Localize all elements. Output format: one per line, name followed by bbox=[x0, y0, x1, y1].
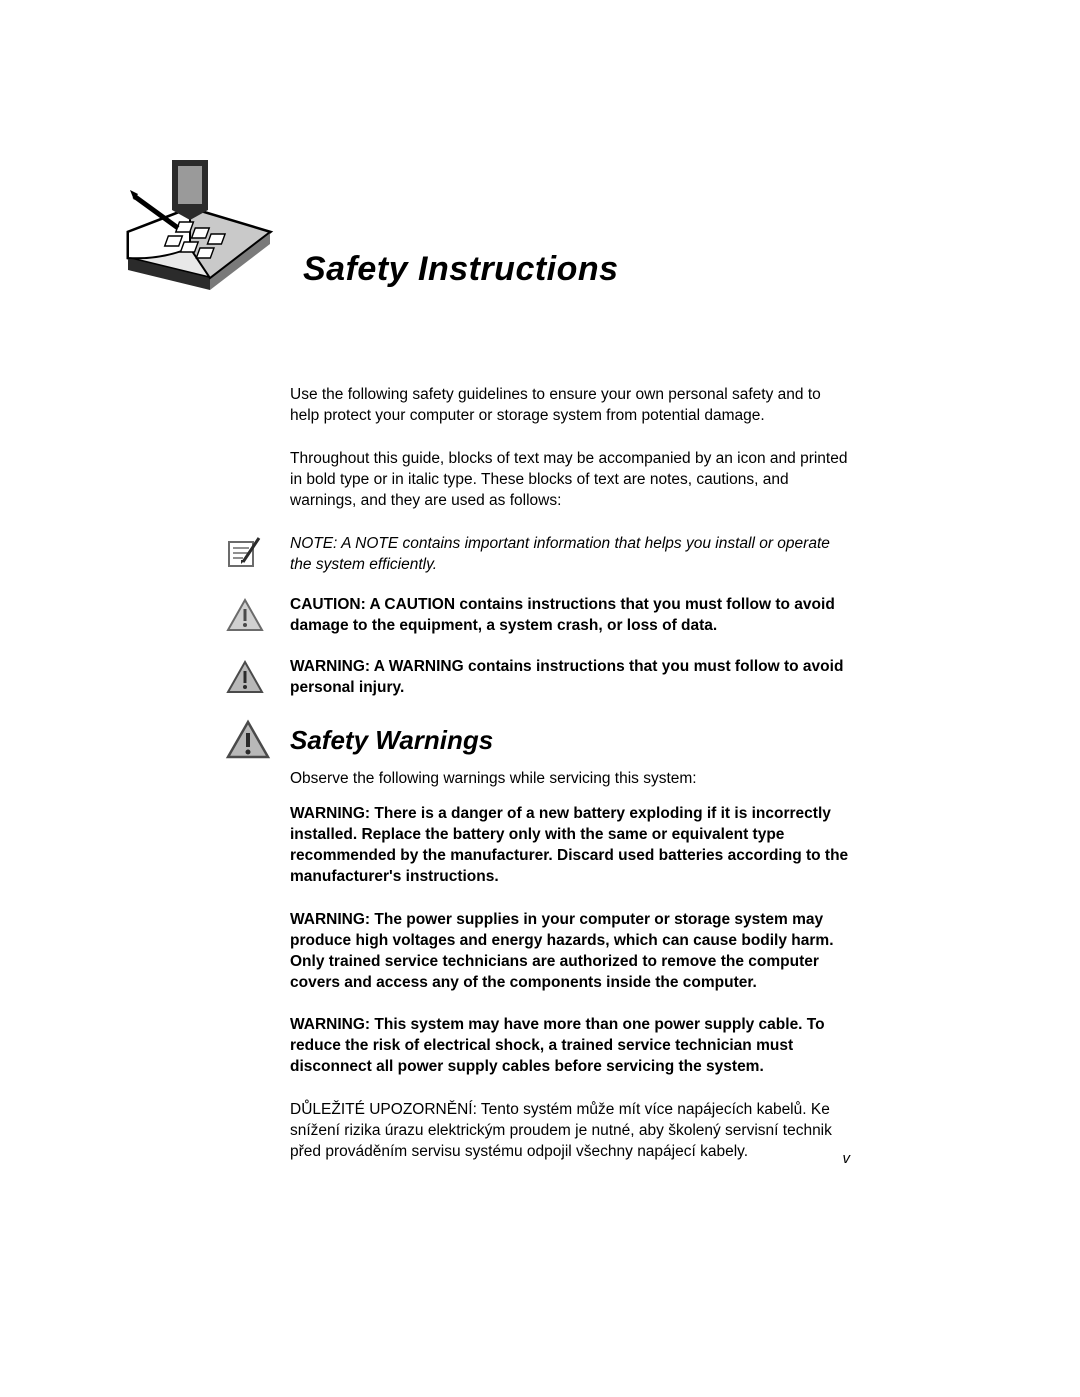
intro-paragraph-2: Throughout this guide, blocks of text ma… bbox=[290, 449, 850, 512]
safety-warnings-icon bbox=[225, 719, 290, 761]
czech-paragraph: DŮLEŽITÉ UPOZORNĚNÍ: Tento systém může m… bbox=[290, 1100, 850, 1163]
caution-icon bbox=[225, 595, 290, 633]
book-keyboard-icon bbox=[120, 160, 275, 295]
page-title: Safety Instructions bbox=[303, 250, 619, 289]
warning-1: WARNING: There is a danger of a new batt… bbox=[290, 804, 850, 888]
note-text: NOTE: A NOTE contains important informat… bbox=[290, 534, 850, 576]
observe-text: Observe the following warnings while ser… bbox=[290, 769, 850, 790]
warning-def-text: WARNING: A WARNING contains instructions… bbox=[290, 657, 850, 699]
subheading-row: Safety Warnings bbox=[290, 719, 850, 761]
warning-3: WARNING: This system may have more than … bbox=[290, 1015, 850, 1078]
intro-paragraph-1: Use the following safety guidelines to e… bbox=[290, 385, 850, 427]
subheading: Safety Warnings bbox=[290, 725, 493, 756]
book-keyboard-svg bbox=[120, 160, 275, 295]
document-page: Safety Instructions Use the following sa… bbox=[0, 0, 1080, 1397]
caution-row: CAUTION: A CAUTION contains instructions… bbox=[290, 595, 850, 637]
page-number: v bbox=[843, 1150, 851, 1167]
warning-def-row: WARNING: A WARNING contains instructions… bbox=[290, 657, 850, 699]
note-icon bbox=[225, 534, 290, 572]
content-column: Use the following safety guidelines to e… bbox=[290, 385, 850, 1163]
note-row: NOTE: A NOTE contains important informat… bbox=[290, 534, 850, 576]
warning-icon bbox=[225, 657, 290, 695]
caution-text: CAUTION: A CAUTION contains instructions… bbox=[290, 595, 850, 637]
warning-2: WARNING: The power supplies in your comp… bbox=[290, 910, 850, 994]
header-row: Safety Instructions bbox=[120, 160, 850, 295]
